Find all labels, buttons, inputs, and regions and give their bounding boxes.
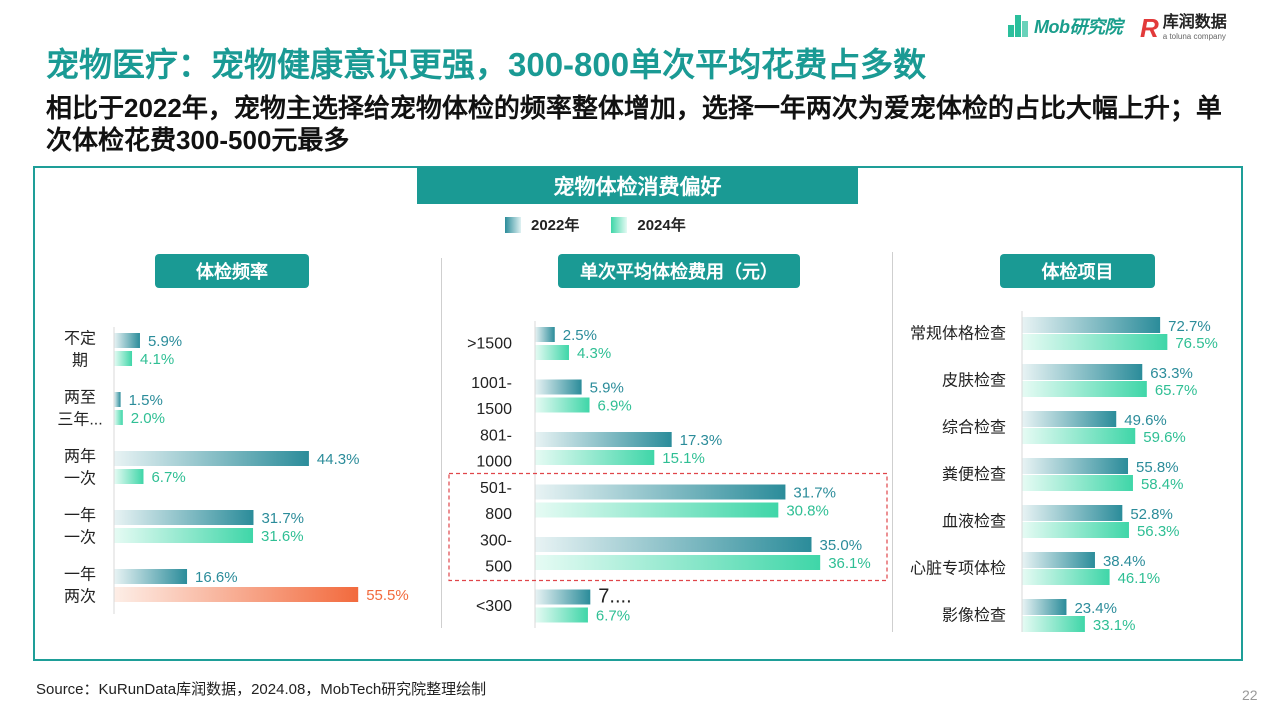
kurun-logo: R 库润数据 a toluna company (1140, 10, 1227, 46)
legend: 2022年 2024年 (505, 214, 718, 235)
kurun-logo-name: 库润数据 (1162, 14, 1227, 31)
legend-item-2024: 2024年 (611, 214, 686, 235)
page-number: 22 (1242, 687, 1258, 703)
source-note: Source：KuRunData库润数据，2024.08，MobTech研究院整… (36, 681, 487, 698)
legend-swatch-2022 (505, 216, 521, 233)
legend-label-2022: 2022年 (531, 217, 580, 234)
panel-divider-left (441, 258, 442, 628)
legend-item-2022: 2022年 (505, 214, 579, 235)
legend-label-2024: 2024年 (637, 217, 686, 234)
panel-title-frequency: 体检频率 (155, 254, 309, 288)
mob-logo: Mob研究院 (1008, 10, 1122, 42)
kurun-r-icon: R (1140, 12, 1159, 43)
page-subtitle: 相比于2022年，宠物主选择给宠物体检的频率整体增加，选择一年两次为爱宠体检的占… (46, 93, 1222, 155)
panel-title-cost: 单次平均体检费用（元） (558, 254, 800, 288)
main-chart-banner: 宠物体检消费偏好 (417, 167, 858, 204)
panel-title-items: 体检项目 (1000, 254, 1155, 288)
mob-building-icon (1008, 15, 1030, 37)
mob-logo-text: Mob研究院 (1034, 17, 1122, 37)
kurun-logo-sub: a toluna company (1162, 32, 1226, 41)
page-title: 宠物医疗：宠物健康意识更强，300-800单次平均花费占多数 (46, 46, 927, 83)
legend-swatch-2024 (611, 216, 628, 233)
panel-divider-right (892, 252, 893, 632)
chart-frame (33, 166, 1243, 661)
